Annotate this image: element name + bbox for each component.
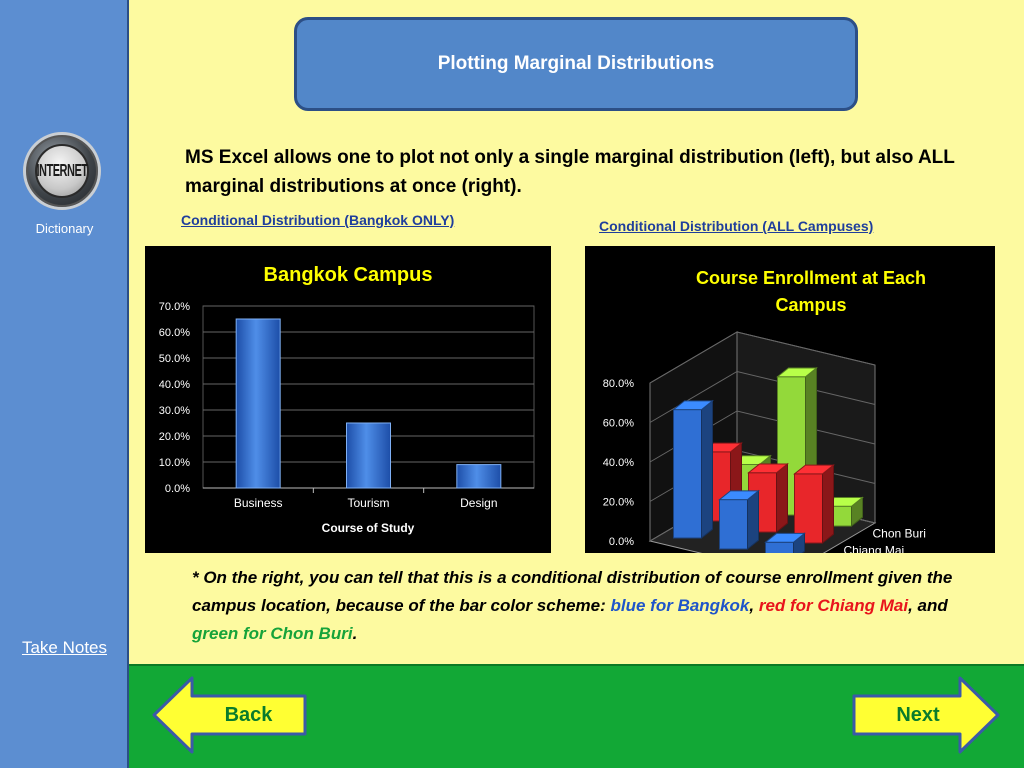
x-tick-label: Design [460, 496, 497, 510]
dictionary-label[interactable]: Dictionary [35, 221, 94, 236]
take-notes-link[interactable]: Take Notes [21, 638, 108, 657]
footnote: * On the right, you can tell that this i… [192, 564, 982, 648]
footnote-separator-2: , and [908, 596, 948, 615]
next-arrow-icon [852, 676, 1000, 754]
back-arrow-icon [152, 676, 307, 754]
bar-bangkok-business [672, 399, 714, 540]
chart-title: Course Enrollment at Each Campus [696, 268, 926, 315]
sidebar: INTERNET Dictionary Take Notes [0, 0, 129, 768]
back-button[interactable]: Back [152, 676, 308, 754]
y-tick-label: 50.0% [159, 353, 190, 365]
bangkok-chart-panel: Bangkok Campus 0.0% 10.0% 20.0% 30.0% 40.0% 50… [145, 246, 551, 553]
bar-bangkok-design [764, 532, 806, 553]
footnote-end: . [352, 624, 358, 643]
next-label: Next [896, 703, 940, 726]
footnote-separator-1: , [749, 596, 759, 615]
x-axis-label: Course of Study [322, 521, 415, 535]
caption-all-campuses[interactable]: Conditional Distribution (ALL Campuses) [599, 218, 874, 234]
footnote-text: * On the right, you can tell that this i… [192, 568, 953, 615]
bar-chiang-mai-design [793, 464, 835, 545]
footnote-green-chon-buri: green for Chon Buri [192, 624, 353, 643]
y-tick-label: 40.0% [159, 379, 190, 391]
bangkok-campus-chart: Bangkok Campus 0.0% 10.0% 20.0% 30.0% 40.0% 50… [159, 264, 535, 535]
bar-bangkok-tourism [718, 489, 760, 551]
y-tick-label: 30.0% [159, 405, 190, 417]
footnote-red-chiang-mai: red for Chiang Mai [758, 596, 909, 615]
y-tick-label: 60.0% [603, 418, 634, 430]
x-tick-label: Tourism [347, 496, 389, 510]
series-label-chon-buri: Chon Buri [873, 527, 926, 541]
all-campuses-chart-panel: Course Enrollment at Each Campus 0.0% 20.0%… [585, 246, 995, 553]
y-tick-label: 60.0% [159, 327, 190, 339]
y-tick-label: 20.0% [603, 497, 634, 509]
chart-title: Bangkok Campus [264, 264, 433, 286]
intro-text: MS Excel allows one to plot not only a s… [185, 147, 955, 197]
y-tick-label: 80.0% [603, 378, 634, 390]
y-tick-label: 70.0% [159, 301, 190, 313]
bar-design [456, 464, 502, 489]
footnote-blue-bangkok: blue for Bangkok [610, 596, 750, 615]
bar-tourism [346, 422, 391, 489]
next-button[interactable]: Next [852, 676, 1000, 754]
series-label-chiang-mai: Chiang Mai [844, 544, 905, 554]
bar-chiang-mai-tourism [747, 462, 789, 534]
internet-logo-inner: INTERNET [35, 144, 89, 198]
y-tick-label: 0.0% [609, 536, 634, 548]
gridline [649, 331, 876, 384]
internet-logo-icon[interactable]: INTERNET [23, 132, 101, 210]
course-enrollment-chart: Course Enrollment at Each Campus 0.0% 20.0%… [603, 268, 926, 554]
x-tick-label: Business [234, 496, 283, 510]
y-tick-label: 0.0% [165, 483, 190, 495]
y-tick-label: 10.0% [159, 457, 190, 469]
caption-bangkok-only[interactable]: Conditional Distribution (Bangkok ONLY) [181, 212, 455, 228]
y-tick-label: 40.0% [603, 457, 634, 469]
back-label: Back [224, 703, 273, 726]
internet-logo-text: INTERNET [36, 161, 89, 181]
bar-business [235, 318, 281, 489]
y-tick-label: 20.0% [159, 431, 190, 443]
page-title: Plotting Marginal Distributions [294, 17, 858, 111]
